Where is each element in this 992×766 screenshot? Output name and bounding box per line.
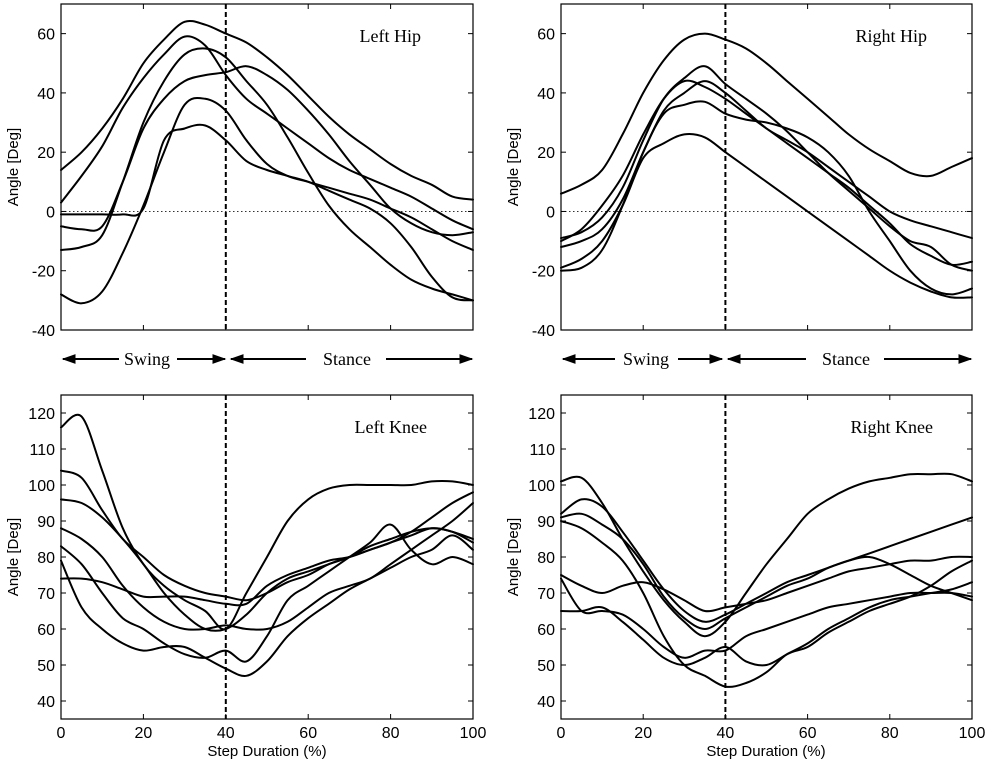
- left-knee-xtick-label: 20: [135, 725, 153, 742]
- right-knee-title: Right Knee: [851, 417, 934, 437]
- right-knee-ylabel: Angle [Deg]: [505, 518, 522, 596]
- left-hip-ytick-label: -20: [32, 264, 55, 281]
- left-hip-series-line-2: [60, 35, 474, 231]
- right-knee-ytick-label: 110: [529, 442, 555, 459]
- right-hip-ytick-label: -40: [532, 323, 555, 340]
- left-knee-ytick-label: 70: [37, 586, 55, 603]
- right-hip-ylabel: Angle [Deg]: [505, 128, 522, 206]
- right-knee-xtick-label: 100: [959, 725, 986, 742]
- right-hip-series-line-2: [560, 65, 973, 272]
- right-knee-xtick-label: 40: [717, 725, 735, 742]
- left-knee-xtick-label: 60: [299, 725, 317, 742]
- left-phase-indicator: Swing Stance: [61, 349, 474, 369]
- right-knee-ytick-label: 70: [537, 586, 555, 603]
- left-knee-xtick-label: 0: [57, 725, 66, 742]
- left-knee-ytick-label: 40: [37, 694, 55, 711]
- right-hip-ytick-label: 20: [537, 145, 555, 162]
- right-swing-label: Swing: [623, 349, 669, 369]
- right-knee-series-line-6: [560, 581, 973, 667]
- right-knee-ytick-label: 40: [537, 694, 555, 711]
- left-knee-ytick-label: 110: [29, 442, 55, 459]
- left-knee-ytick-label: 80: [37, 550, 55, 567]
- right-hip-series-line-4: [560, 80, 973, 248]
- left-knee-xtick-label: 40: [217, 725, 235, 742]
- right-knee-ytick-label: 50: [537, 658, 555, 675]
- right-knee-series-line-5: [560, 577, 973, 659]
- right-stance-label: Stance: [822, 349, 870, 369]
- right-hip-series-line-6: [560, 133, 973, 299]
- right-knee-ytick-label: 120: [528, 406, 555, 423]
- right-hip-panel: Right Hip Angle [Deg] -40 -20 0 20 40 60: [505, 3, 973, 340]
- left-hip-title: Left Hip: [360, 26, 421, 46]
- right-phase-indicator: Swing Stance: [561, 349, 973, 369]
- left-hip-ytick-label: -40: [32, 323, 55, 340]
- right-knee-series-line-3: [560, 512, 973, 630]
- left-knee-ytick-label: 120: [28, 406, 55, 423]
- left-hip-series-line-6: [60, 123, 474, 302]
- left-hip-ytick-label: 40: [37, 86, 55, 103]
- left-knee-title: Left Knee: [355, 417, 427, 437]
- left-knee-series-line-4: [60, 502, 474, 631]
- left-knee-ytick-label: 60: [37, 622, 55, 639]
- left-knee-series-line-7: [60, 534, 474, 677]
- right-hip-ytick-label: -20: [532, 264, 555, 281]
- right-knee-ytick-label: 90: [537, 514, 555, 531]
- left-knee-ytick-label: 90: [37, 514, 55, 531]
- left-stance-label: Stance: [323, 349, 371, 369]
- right-knee-series-line-4: [560, 555, 973, 613]
- right-knee-series-line-2: [560, 498, 973, 623]
- left-hip-series-line-5: [60, 96, 474, 305]
- left-hip-ytick-label: 0: [46, 204, 55, 221]
- left-hip-ylabel: Angle [Deg]: [5, 128, 22, 206]
- right-hip-axes-frame: [560, 3, 973, 331]
- right-knee-xtick-label: 60: [799, 725, 817, 742]
- left-hip-axes-frame: [60, 3, 474, 331]
- right-knee-axes-frame: [560, 394, 973, 720]
- left-hip-ytick-label: 60: [37, 27, 55, 44]
- left-knee-xtick-label: 80: [382, 725, 400, 742]
- right-hip-ytick-label: 60: [537, 27, 555, 44]
- right-knee-xtick-label: 0: [557, 725, 566, 742]
- right-knee-xtick-label: 20: [634, 725, 652, 742]
- right-knee-series-line-7: [560, 520, 973, 688]
- left-knee-series-line-5: [60, 523, 474, 663]
- right-hip-ytick-label: 40: [537, 86, 555, 103]
- right-hip-ytick-label: 0: [546, 204, 555, 221]
- right-hip-series-line-1: [560, 32, 973, 195]
- left-knee-ytick-label: 100: [28, 478, 55, 495]
- left-knee-panel: Left Knee Angle [Deg] Step Duration (%) …: [5, 394, 487, 760]
- left-knee-ylabel: Angle [Deg]: [5, 518, 22, 596]
- right-knee-xtick-label: 80: [881, 725, 899, 742]
- left-hip-series-line-3: [60, 47, 474, 302]
- left-swing-label: Swing: [124, 349, 170, 369]
- left-hip-ytick-label: 20: [37, 145, 55, 162]
- right-knee-ytick-label: 100: [528, 478, 555, 495]
- left-hip-series-line-4: [60, 65, 474, 237]
- left-knee-series-line-1: [60, 413, 474, 631]
- right-knee-xlabel: Step Duration (%): [706, 743, 825, 760]
- left-knee-series-line-6: [60, 527, 474, 607]
- left-hip-panel: Left Hip Angle [Deg] -40 -20 0 20 40 60: [5, 3, 474, 340]
- right-knee-series-line-1: [560, 472, 973, 638]
- right-knee-panel: Right Knee Angle [Deg] Step Duration (%)…: [505, 394, 986, 760]
- left-knee-ytick-label: 50: [37, 658, 55, 675]
- left-knee-xlabel: Step Duration (%): [207, 743, 326, 760]
- left-knee-series-line-3: [60, 498, 474, 632]
- right-hip-title: Right Hip: [855, 26, 927, 46]
- right-knee-ytick-label: 80: [537, 550, 555, 567]
- left-knee-xtick-label: 100: [460, 725, 487, 742]
- right-knee-ytick-label: 60: [537, 622, 555, 639]
- left-hip-series-line-1: [60, 19, 474, 201]
